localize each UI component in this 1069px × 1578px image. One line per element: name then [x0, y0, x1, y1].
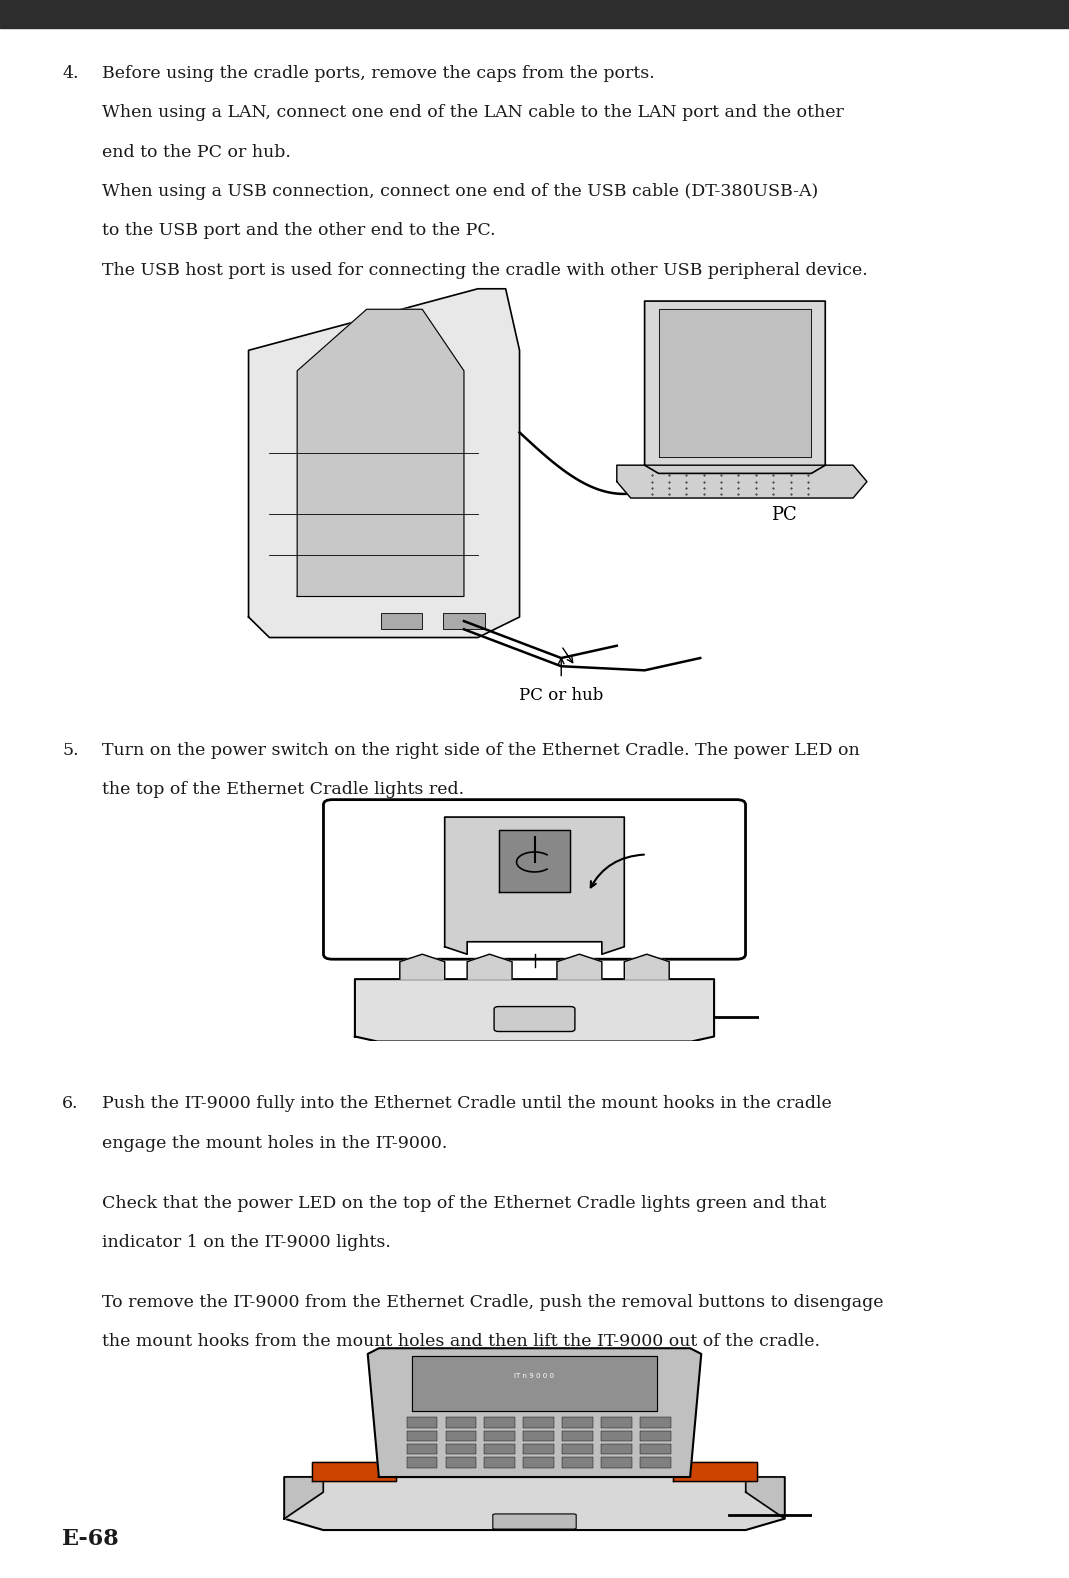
Bar — [562, 1431, 593, 1441]
Text: to the USB port and the other end to the PC.: to the USB port and the other end to the… — [102, 222, 495, 240]
Bar — [524, 1456, 554, 1468]
Polygon shape — [248, 289, 520, 638]
Polygon shape — [284, 1477, 323, 1518]
Text: When using a LAN, connect one end of the LAN cable to the LAN port and the other: When using a LAN, connect one end of the… — [102, 104, 843, 122]
Text: To remove the IT-9000 from the Ethernet Cradle, push the removal buttons to dise: To remove the IT-9000 from the Ethernet … — [102, 1294, 883, 1311]
Polygon shape — [645, 301, 825, 473]
Polygon shape — [746, 1477, 785, 1518]
Polygon shape — [617, 466, 867, 499]
Polygon shape — [297, 309, 464, 596]
Bar — [562, 1417, 593, 1428]
Text: 5.: 5. — [62, 742, 79, 759]
Polygon shape — [413, 1356, 656, 1411]
Text: the mount hooks from the mount holes and then lift the IT-9000 out of the cradle: the mount hooks from the mount holes and… — [102, 1333, 820, 1351]
Polygon shape — [498, 830, 571, 892]
Bar — [406, 1456, 437, 1468]
Bar — [406, 1417, 437, 1428]
Text: The USB host port is used for connecting the cradle with other USB peripheral de: The USB host port is used for connecting… — [102, 262, 867, 279]
Text: 4.: 4. — [62, 65, 78, 82]
Bar — [0, 0, 1069, 28]
Bar — [446, 1444, 476, 1455]
FancyBboxPatch shape — [493, 1513, 576, 1529]
Text: IT n 9 0 0 0: IT n 9 0 0 0 — [514, 1373, 555, 1379]
Polygon shape — [312, 1461, 396, 1480]
Text: engage the mount holes in the IT-9000.: engage the mount holes in the IT-9000. — [102, 1135, 447, 1152]
Polygon shape — [624, 955, 669, 978]
Bar — [601, 1456, 632, 1468]
Text: PC: PC — [771, 507, 796, 524]
Bar — [640, 1417, 670, 1428]
Bar — [640, 1431, 670, 1441]
Bar — [484, 1456, 515, 1468]
Text: the top of the Ethernet Cradle lights red.: the top of the Ethernet Cradle lights re… — [102, 781, 464, 798]
Bar — [406, 1431, 437, 1441]
Bar — [601, 1431, 632, 1441]
Text: 6.: 6. — [62, 1095, 78, 1112]
Polygon shape — [445, 817, 624, 955]
Text: Push the IT-9000 fully into the Ethernet Cradle until the mount hooks in the cra: Push the IT-9000 fully into the Ethernet… — [102, 1095, 832, 1112]
Bar — [406, 1444, 437, 1455]
Bar — [524, 1444, 554, 1455]
Bar — [446, 1456, 476, 1468]
Polygon shape — [659, 309, 811, 458]
Text: indicator 1 on the IT-9000 lights.: indicator 1 on the IT-9000 lights. — [102, 1234, 390, 1251]
Text: PC or hub: PC or hub — [520, 686, 603, 704]
Polygon shape — [400, 955, 445, 978]
Polygon shape — [467, 955, 512, 978]
Bar — [524, 1417, 554, 1428]
Bar — [381, 612, 422, 630]
Polygon shape — [284, 1477, 785, 1531]
Polygon shape — [557, 955, 602, 978]
Bar — [601, 1417, 632, 1428]
Polygon shape — [355, 978, 714, 1041]
Bar — [562, 1444, 593, 1455]
Bar — [640, 1444, 670, 1455]
Bar — [640, 1456, 670, 1468]
Bar — [601, 1444, 632, 1455]
Bar — [446, 1417, 476, 1428]
Bar — [446, 1431, 476, 1441]
Bar — [484, 1417, 515, 1428]
Text: Check that the power LED on the top of the Ethernet Cradle lights green and that: Check that the power LED on the top of t… — [102, 1195, 826, 1212]
FancyBboxPatch shape — [494, 1007, 575, 1032]
Text: When using a USB connection, connect one end of the USB cable (DT-380USB-A): When using a USB connection, connect one… — [102, 183, 818, 200]
Text: Turn on the power switch on the right side of the Ethernet Cradle. The power LED: Turn on the power switch on the right si… — [102, 742, 859, 759]
Bar — [562, 1456, 593, 1468]
Bar — [484, 1444, 515, 1455]
FancyBboxPatch shape — [324, 800, 745, 959]
Bar — [484, 1431, 515, 1441]
Bar — [524, 1431, 554, 1441]
Polygon shape — [673, 1461, 757, 1480]
Polygon shape — [368, 1348, 701, 1477]
Text: Before using the cradle ports, remove the caps from the ports.: Before using the cradle ports, remove th… — [102, 65, 654, 82]
Bar — [444, 612, 485, 630]
Text: E-68: E-68 — [62, 1528, 120, 1550]
Text: end to the PC or hub.: end to the PC or hub. — [102, 144, 291, 161]
